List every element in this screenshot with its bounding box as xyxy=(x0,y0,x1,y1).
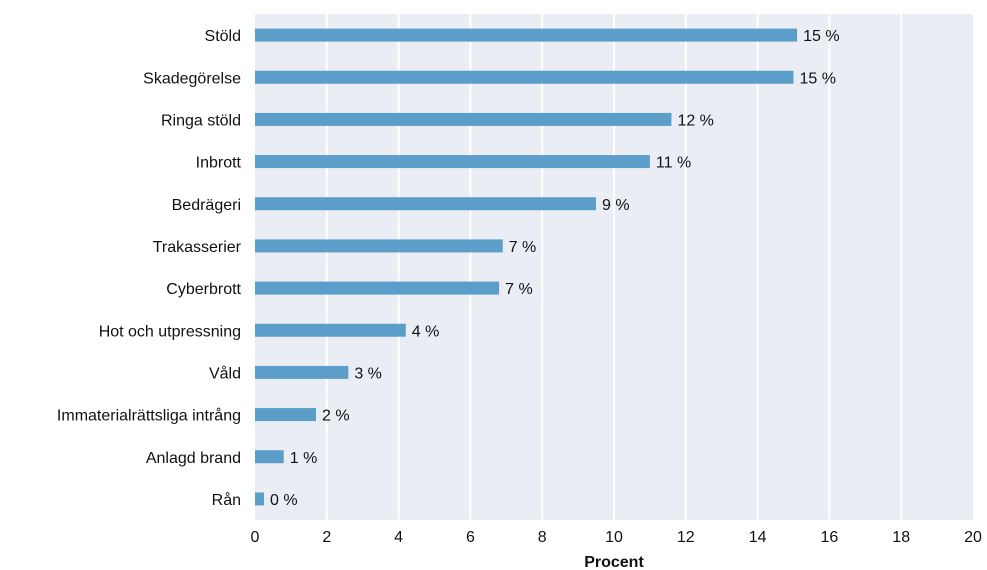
category-label: Immaterialrättsliga intrång xyxy=(57,407,241,425)
category-label: Skadegörelse xyxy=(143,70,241,87)
value-label: 2 % xyxy=(322,408,350,425)
bar xyxy=(255,112,672,126)
category-label: Rån xyxy=(212,491,241,509)
category-label: Cyberbrott xyxy=(166,281,241,298)
bar xyxy=(255,281,500,295)
x-tick-label: 8 xyxy=(538,529,547,546)
gridlines xyxy=(325,14,903,520)
x-tick-label: 6 xyxy=(466,529,475,546)
value-label: 7 % xyxy=(509,239,537,256)
x-axis-ticks: 0 2 4 6 8 10 12 14 16 18 20 xyxy=(251,529,982,546)
value-label: 7 % xyxy=(505,281,533,298)
category-label: Våld xyxy=(209,364,241,382)
value-label: 12 % xyxy=(677,112,713,129)
bar xyxy=(255,70,794,84)
category-label: Trakasserier xyxy=(153,239,242,256)
value-label: 11 % xyxy=(656,155,691,172)
x-tick-label: 18 xyxy=(892,529,910,546)
bar xyxy=(255,197,597,211)
value-label: 3 % xyxy=(354,365,382,382)
value-label: 4 % xyxy=(412,323,440,340)
value-label: 9 % xyxy=(602,197,630,214)
value-label: 15 % xyxy=(803,28,839,45)
bar xyxy=(255,492,264,506)
value-label: 0 % xyxy=(270,492,298,509)
category-labels: Stöld Skadegörelse Ringa stöld Inbrott Bedrä… xyxy=(57,28,242,509)
category-label: Ringa stöld xyxy=(161,112,241,129)
x-tick-label: 16 xyxy=(821,529,839,546)
bar xyxy=(255,323,406,337)
bar xyxy=(255,408,317,422)
bar xyxy=(255,28,798,42)
x-tick-label: 14 xyxy=(749,529,767,546)
value-labels: 15 % 15 % 12 % 11 % 9 % 7 % 7 % 4 % 3 % 2 % 1 % 0 % xyxy=(270,28,840,509)
category-label: Inbrott xyxy=(196,155,242,172)
bars xyxy=(255,28,798,506)
x-tick-label: 2 xyxy=(322,529,331,546)
x-tick-label: 10 xyxy=(605,529,623,546)
x-axis-title: Procent xyxy=(584,554,644,570)
x-tick-label: 12 xyxy=(677,529,695,546)
category-label: Bedrägeri xyxy=(172,197,241,214)
value-label: 15 % xyxy=(800,70,836,87)
value-label: 1 % xyxy=(290,450,318,467)
x-tick-label: 0 xyxy=(251,529,260,546)
x-tick-label: 20 xyxy=(964,529,982,546)
bar xyxy=(255,365,349,379)
x-tick-label: 4 xyxy=(394,529,403,546)
bar xyxy=(255,155,650,169)
bar xyxy=(255,239,503,253)
category-label: Hot och utpressning xyxy=(99,323,241,340)
category-label: Anlagd brand xyxy=(146,450,241,467)
category-label: Stöld xyxy=(205,28,241,45)
bar xyxy=(255,450,284,464)
